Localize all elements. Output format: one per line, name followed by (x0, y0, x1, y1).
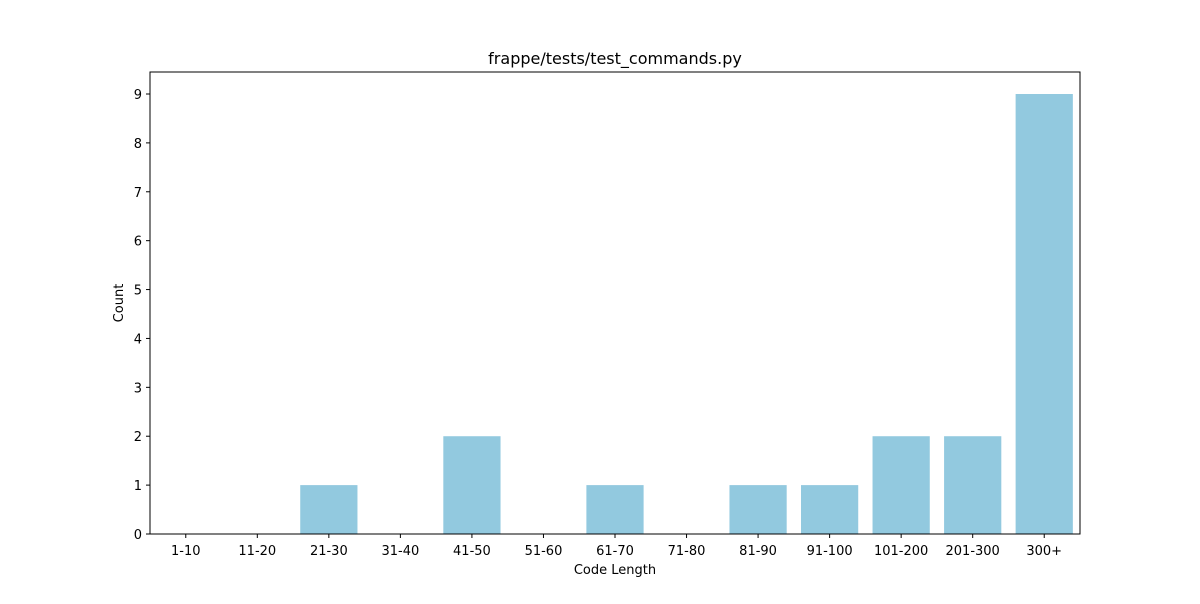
bar-300+ (1015, 94, 1073, 534)
x-tick-label: 11-20 (238, 544, 276, 559)
bars-layer (300, 94, 1073, 534)
y-tick-label: 5 (134, 284, 142, 299)
chart-title: frappe/tests/test_commands.py (488, 49, 742, 69)
bar-101-200 (872, 436, 930, 534)
x-tick-label: 91-100 (807, 544, 853, 559)
x-axis-label: Code Length (574, 563, 656, 578)
bar-61-70 (586, 485, 644, 534)
y-axis-label: Count (112, 284, 127, 323)
x-tick-label: 51-60 (525, 544, 563, 559)
bar-41-50 (443, 436, 501, 534)
x-tick-label: 31-40 (381, 544, 419, 559)
bar-91-100 (801, 485, 859, 534)
plot-frame (149, 71, 1081, 535)
y-tick-label: 2 (134, 430, 142, 445)
x-tick-label: 71-80 (668, 544, 706, 559)
x-tick-label: 81-90 (739, 544, 777, 559)
y-tick-label: 9 (134, 88, 142, 103)
y-axis: 0 1 2 3 4 5 6 7 8 9 (134, 88, 150, 543)
x-tick-label: 21-30 (310, 544, 348, 559)
x-tick-label: 41-50 (453, 544, 491, 559)
y-tick-label: 3 (134, 381, 142, 396)
x-tick-label: 300+ (1026, 544, 1062, 559)
y-tick-label: 7 (134, 186, 142, 201)
x-tick-label: 101-200 (874, 544, 928, 559)
x-axis: 1-10 11-20 21-30 31-40 41-50 51-60 61-70 71-80 8… (171, 534, 1062, 559)
bar-81-90 (729, 485, 787, 534)
x-tick-label: 201-300 (946, 544, 1000, 559)
x-tick-label: 61-70 (596, 544, 634, 559)
y-tick-label: 0 (134, 528, 142, 543)
y-tick-label: 1 (134, 479, 142, 494)
bar-201-300 (944, 436, 1002, 534)
bar-21-30 (300, 485, 358, 534)
y-tick-label: 8 (134, 137, 142, 152)
x-tick-label: 1-10 (171, 544, 201, 559)
y-tick-label: 6 (134, 235, 142, 250)
y-tick-label: 4 (134, 332, 142, 347)
